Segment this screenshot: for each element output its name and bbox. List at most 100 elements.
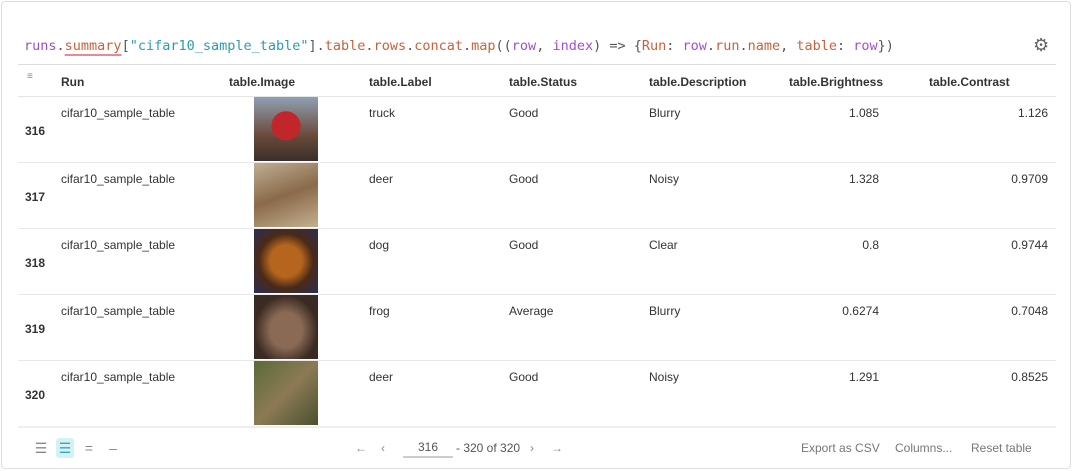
cell-status: Good — [509, 370, 539, 384]
cell-label: deer — [369, 370, 394, 384]
column-header-label[interactable]: table.Label — [369, 75, 432, 89]
cell-status: Good — [509, 172, 539, 186]
query-token: . — [56, 38, 65, 54]
table-header: ≡ Run table.Image table.Label table.Stat… — [18, 65, 1056, 97]
table-row[interactable]: 319 cifar10_sample_table frog Average Bl… — [18, 295, 1056, 361]
cell-description: Blurry — [649, 106, 681, 120]
cell-contrast: 0.9709 — [1011, 172, 1048, 186]
row-index: 316 — [25, 124, 46, 138]
cell-description: Noisy — [649, 370, 680, 384]
query-token: runs — [24, 38, 57, 54]
cell-status: Average — [509, 304, 554, 318]
query-token: . — [365, 38, 374, 54]
density-medium-icon[interactable]: ☰ — [56, 438, 74, 458]
density-tall-icon[interactable]: = — [84, 440, 94, 456]
query-token: summary — [64, 38, 122, 54]
cell-image-thumbnail[interactable] — [254, 229, 318, 293]
density-compact-icon[interactable]: ☰ — [34, 440, 48, 456]
cell-contrast: 0.8525 — [1011, 370, 1048, 384]
cell-brightness: 0.6274 — [842, 304, 879, 318]
last-page-arrow-icon[interactable]: → — [551, 441, 563, 455]
page-range: - 320 of 320 — [456, 441, 521, 455]
query-token: ]. — [308, 38, 325, 54]
column-header-status[interactable]: table.Status — [509, 75, 578, 89]
cell-brightness: 0.8 — [862, 238, 879, 252]
table-footer: ☰ ☰ = – ← ‹ - 320 of 320 › → Export as C… — [18, 426, 1056, 466]
query-token: }) — [877, 38, 894, 54]
cell-description: Blurry — [649, 304, 681, 318]
column-header-run[interactable]: Run — [61, 75, 85, 89]
first-page-arrow-icon[interactable]: ← — [355, 441, 367, 455]
query-token: rows — [373, 38, 407, 54]
cell-status: Good — [509, 106, 539, 120]
cell-image-thumbnail[interactable] — [254, 163, 318, 227]
query-token: concat — [414, 38, 463, 54]
cell-contrast: 1.126 — [1017, 106, 1048, 120]
column-header-brightness[interactable]: table.Brightness — [789, 75, 884, 89]
query-token: : — [837, 38, 854, 54]
query-token: row — [511, 38, 537, 54]
cell-label: deer — [369, 172, 394, 186]
column-header-description[interactable]: table.Description — [649, 75, 747, 89]
query-token: row — [853, 38, 878, 54]
next-page-icon[interactable]: › — [530, 441, 534, 455]
columns-button[interactable]: Columns... — [895, 441, 953, 455]
row-index: 320 — [25, 388, 46, 402]
cell-brightness: 1.291 — [848, 370, 879, 384]
query-token: run — [715, 38, 740, 54]
table-row[interactable]: 320 cifar10_sample_table deer Good Noisy… — [18, 361, 1056, 427]
query-token: row — [682, 38, 707, 54]
query-token: , — [536, 38, 553, 54]
query-token: "cifar10_sample_table" — [129, 38, 309, 54]
cell-run: cifar10_sample_table — [61, 172, 176, 186]
query-token: , — [780, 38, 797, 54]
cell-image-thumbnail[interactable] — [254, 361, 318, 425]
query-token: map — [471, 38, 496, 54]
gear-icon[interactable]: ⚙ — [1033, 35, 1050, 55]
query-token: index — [552, 38, 594, 54]
query-token: (( — [495, 38, 512, 54]
query-token: . — [706, 38, 716, 54]
filter-icon[interactable]: ≡ — [27, 71, 33, 82]
table-row[interactable]: 316 cifar10_sample_table truck Good Blur… — [18, 97, 1056, 163]
cell-image-thumbnail[interactable] — [254, 97, 318, 161]
cell-run: cifar10_sample_table — [61, 106, 176, 120]
query-token: . — [406, 38, 415, 54]
cell-run: cifar10_sample_table — [61, 370, 176, 384]
cell-description: Noisy — [649, 172, 680, 186]
cell-brightness: 1.085 — [848, 106, 879, 120]
query-token: . — [463, 38, 472, 54]
runs-table: ≡ Run table.Image table.Label table.Stat… — [18, 64, 1056, 427]
reset-table-button[interactable]: Reset table — [971, 441, 1032, 455]
cell-description: Clear — [649, 238, 678, 252]
column-header-image[interactable]: table.Image — [229, 75, 296, 89]
query-token: . — [739, 38, 748, 54]
query-token: table — [324, 38, 366, 54]
row-index: 319 — [25, 322, 46, 336]
row-index: 317 — [25, 190, 46, 204]
query-token: table — [796, 38, 838, 54]
query-expression[interactable]: runs.summary["cifar10_sample_table"].tab… — [24, 38, 894, 54]
query-token: [ — [121, 38, 130, 54]
cell-label: frog — [369, 304, 390, 318]
query-token: : — [666, 38, 683, 54]
prev-page-icon[interactable]: ‹ — [381, 441, 385, 455]
query-token: ) => { — [593, 38, 642, 54]
table-row[interactable]: 317 cifar10_sample_table deer Good Noisy… — [18, 163, 1056, 229]
cell-label: dog — [369, 238, 390, 252]
cell-contrast: 0.7048 — [1011, 304, 1048, 318]
table-row[interactable]: 318 cifar10_sample_table dog Good Clear … — [18, 229, 1056, 295]
cell-run: cifar10_sample_table — [61, 238, 176, 252]
cell-run: cifar10_sample_table — [61, 304, 176, 318]
cell-image-thumbnail[interactable] — [254, 295, 318, 359]
cell-label: truck — [369, 106, 396, 120]
query-token: Run — [641, 38, 667, 54]
cell-contrast: 0.9744 — [1011, 238, 1048, 252]
page-input[interactable] — [403, 438, 453, 458]
cell-brightness: 1.328 — [848, 172, 879, 186]
export-csv-button[interactable]: Export as CSV — [801, 441, 880, 455]
density-minimal-icon[interactable]: – — [109, 440, 117, 456]
row-index: 318 — [25, 256, 46, 270]
column-header-contrast[interactable]: table.Contrast — [929, 75, 1010, 89]
